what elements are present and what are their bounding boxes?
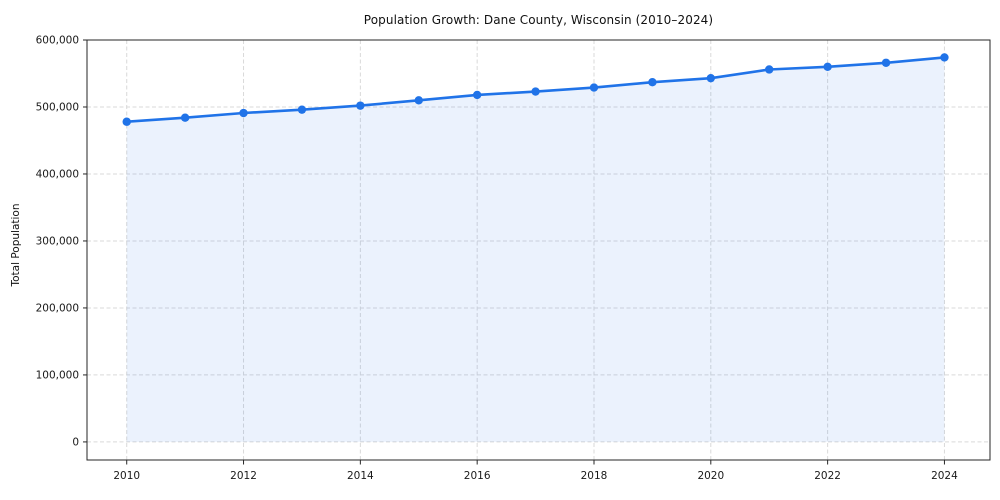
- tick-marks: [83, 39, 945, 465]
- data-point-2014: [356, 101, 365, 110]
- axes-frame: [86, 39, 991, 461]
- x-tick-label-2010: 2010: [113, 470, 140, 482]
- data-point-2010: [122, 117, 131, 126]
- y-tick-label-600000: 600,000: [36, 35, 79, 47]
- y-tick-label-200000: 200,000: [36, 303, 79, 315]
- data-point-2024: [940, 53, 949, 62]
- data-point-2023: [881, 58, 891, 67]
- y-tick-label-0: 0: [72, 437, 79, 449]
- x-tick-label-2022: 2022: [814, 470, 841, 482]
- data-point-2016: [472, 90, 482, 100]
- y-tick-label-400000: 400,000: [36, 169, 79, 181]
- data-point-2019: [648, 78, 657, 87]
- y-tick-label-100000: 100,000: [36, 370, 79, 382]
- x-tick-label-2018: 2018: [581, 470, 608, 482]
- y-tick-label-500000: 500,000: [36, 102, 79, 114]
- x-tick-label-2024: 2024: [931, 470, 958, 482]
- area-fill: [126, 57, 945, 442]
- data-point-2013: [297, 105, 307, 114]
- data-point-2021: [765, 65, 774, 74]
- data-point-2018: [589, 83, 599, 92]
- data-point-2015: [414, 96, 423, 105]
- data-point-2011: [180, 113, 190, 122]
- tick-labels: 0 100,000 200,000 300,000 400,000 500,000 600,…: [36, 35, 959, 482]
- data-point-2020: [706, 73, 716, 83]
- x-tick-label-2020: 2020: [697, 470, 724, 482]
- x-tick-label-2014: 2014: [347, 470, 374, 482]
- chart-title: Population Growth: Dane County, Wisconsi…: [363, 13, 714, 27]
- x-tick-label-2016: 2016: [464, 470, 491, 482]
- data-point-2022: [823, 62, 832, 71]
- y-tick-label-300000: 300,000: [36, 236, 79, 248]
- data-point-2017: [531, 87, 540, 96]
- data-point-2012: [239, 108, 248, 118]
- x-tick-label-2012: 2012: [230, 470, 257, 482]
- plot-border: [86, 39, 991, 461]
- series-total-population: [122, 53, 949, 442]
